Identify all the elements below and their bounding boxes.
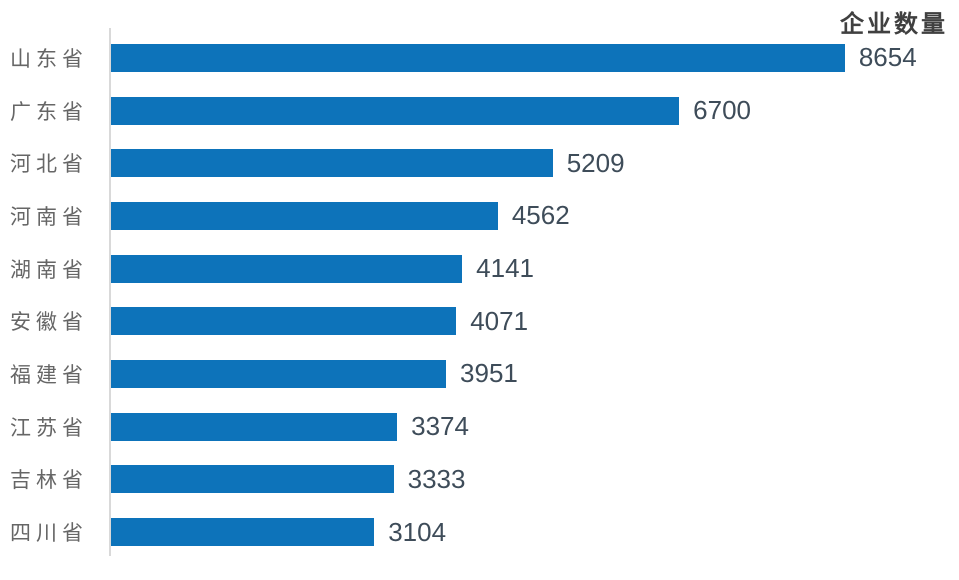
category-label: 河南省	[10, 205, 88, 229]
bar	[111, 518, 375, 547]
plot-area: 山东省 8654 广东省 6700 河北省 5209 河南省 4562 湖南省 …	[0, 32, 959, 559]
bar	[111, 96, 680, 125]
bar	[111, 43, 845, 72]
bar	[111, 254, 463, 283]
bar-track: 3333	[111, 453, 959, 506]
category-label: 湖南省	[10, 258, 88, 282]
category-label: 江苏省	[10, 416, 88, 440]
chart-row: 安徽省 4071	[0, 295, 959, 348]
category-label: 广东省	[10, 100, 88, 124]
value-label: 3951	[460, 358, 518, 389]
category-label: 安徽省	[10, 311, 88, 335]
bar-track: 6700	[111, 84, 959, 137]
value-label: 3374	[411, 411, 469, 442]
bar-track: 3374	[111, 400, 959, 453]
value-label: 6700	[693, 95, 751, 126]
bar-track: 5209	[111, 137, 959, 190]
bar	[111, 412, 398, 441]
category-label: 河北省	[10, 153, 88, 177]
chart-row: 广东省 6700	[0, 84, 959, 137]
chart-row: 湖南省 4141	[0, 242, 959, 295]
bar-track: 4071	[111, 295, 959, 348]
bar	[111, 465, 394, 494]
chart-row: 四川省 3104	[0, 506, 959, 559]
category-label: 福建省	[10, 363, 88, 387]
category-label: 吉林省	[10, 469, 88, 493]
category-label: 山东省	[10, 47, 88, 71]
chart-row: 福建省 3951	[0, 348, 959, 401]
chart-row: 吉林省 3333	[0, 453, 959, 506]
chart-row: 山东省 8654	[0, 32, 959, 85]
bar-track: 8654	[111, 32, 959, 85]
bar	[111, 201, 498, 230]
bar	[111, 359, 447, 388]
bar	[111, 149, 553, 178]
chart-row: 河南省 4562	[0, 190, 959, 243]
bar-track: 3951	[111, 348, 959, 401]
value-label: 4071	[470, 305, 529, 336]
bar-track: 4562	[111, 190, 959, 243]
value-label: 3104	[388, 516, 447, 547]
bar-track: 4141	[111, 242, 959, 295]
value-label: 3333	[407, 463, 466, 494]
value-label: 5209	[566, 147, 625, 178]
category-label: 四川省	[10, 522, 88, 546]
y-axis-line	[109, 28, 111, 556]
chart-row: 江苏省 3374	[0, 400, 959, 453]
value-label: 8654	[858, 42, 917, 73]
chart-title: 企业数量	[840, 11, 948, 38]
bar-track: 3104	[111, 506, 959, 559]
bar	[111, 307, 457, 336]
value-label: 4141	[476, 253, 534, 284]
value-label: 4562	[511, 200, 570, 231]
chart-row: 河北省 5209	[0, 137, 959, 190]
